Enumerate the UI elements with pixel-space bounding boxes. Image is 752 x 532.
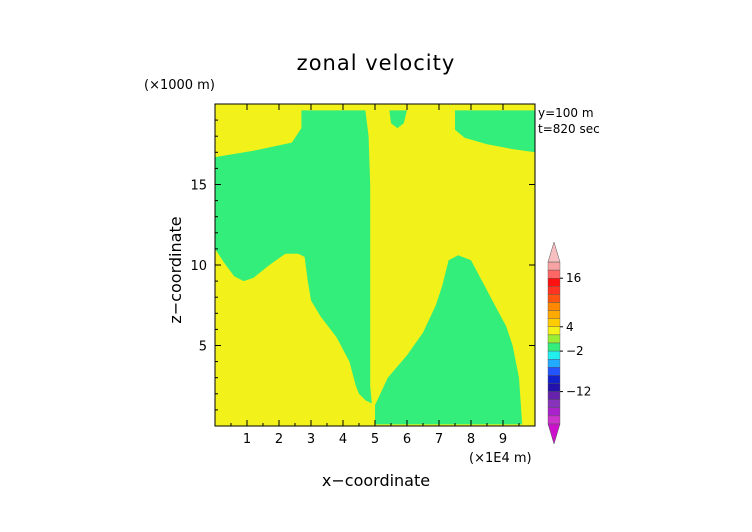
colorbar-level [547,383,561,392]
annotation-y: y=100 m [538,106,594,120]
colorbar-level [547,302,561,311]
colorbar-level [547,326,561,336]
contour-region-negative-left-upper [215,110,375,406]
colorbar-tick-label: 16 [566,271,581,285]
y-tick-label: 5 [199,340,207,355]
colorbar-level [547,310,561,319]
colorbar-level [547,286,561,295]
colorbar-level [547,342,561,352]
contour-region-negative-top-right [455,110,535,153]
x-tick-label: 9 [499,432,507,447]
chart-title: zonal velocity [297,51,456,75]
colorbar: 16 4 −2 −12 [547,241,591,445]
annotation-t: t=820 sec [538,122,600,136]
colorbar-top-arrow [547,241,561,263]
colorbar-level [547,407,561,417]
y-scale-label: (×1000 m) [144,78,215,93]
colorbar-tick-label: 4 [566,320,574,334]
y-tick-label: 15 [190,179,207,194]
y-tick-label: 10 [190,259,207,274]
colorbar-level [547,391,561,400]
x-tick-label: 6 [403,432,411,447]
colorbar-level [547,278,561,287]
x-tick-label: 4 [339,432,347,447]
x-tick-label: 1 [243,432,251,447]
y-axis-label: z−coordinate [166,216,185,323]
contour-region-negative-right-lower [375,255,523,425]
colorbar-level [547,294,561,303]
x-tick-label: 8 [467,432,475,447]
colorbar-tick-label: −12 [566,385,591,399]
x-tick-label: 7 [435,432,443,447]
colorbar-level [547,415,561,425]
x-tick-label: 2 [275,432,283,447]
contour-region-negative-top-center [389,110,407,129]
x-axis-label: x−coordinate [322,471,430,490]
x-tick-label: 3 [307,432,315,447]
colorbar-level [547,318,561,328]
colorbar-tick-label: −2 [566,344,584,358]
plot-area [214,103,536,427]
colorbar-level [547,269,561,279]
colorbar-level [547,261,561,271]
colorbar-level [547,375,561,384]
x-tick-label: 5 [371,432,379,447]
colorbar-level [547,367,561,376]
colorbar-level [547,334,561,344]
colorbar-level [547,359,561,368]
x-ticks: 1 2 3 4 5 6 7 8 9 [230,104,520,447]
colorbar-level [547,399,561,409]
x-scale-label: (×1E4 m) [469,451,532,466]
y-ticks: 5 10 15 [190,119,535,411]
colorbar-level [547,350,561,360]
colorbar-bottom-arrow [547,423,561,445]
